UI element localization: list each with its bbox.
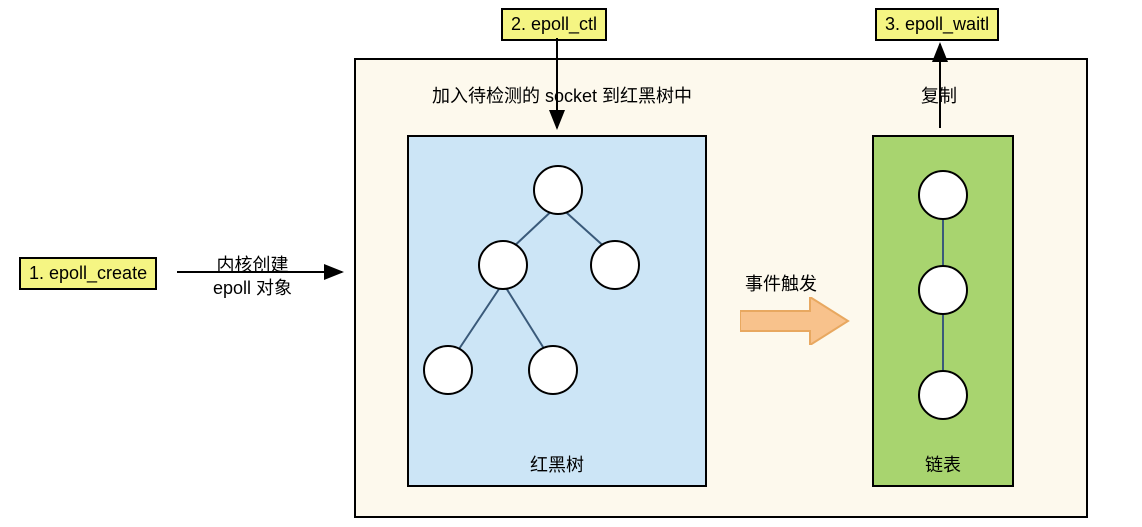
step2-box: 2. epoll_ctl: [501, 8, 607, 41]
add-socket-label: 加入待检测的 socket 到红黑树中: [432, 86, 692, 106]
tree-node: [478, 240, 528, 290]
list-node: [918, 370, 968, 420]
step1-box: 1. epoll_create: [19, 257, 157, 290]
linkedlist-caption: 链表: [874, 451, 1012, 477]
kernel-create-line1: 内核创建: [217, 255, 289, 275]
list-node: [918, 265, 968, 315]
rbtree-label: 红黑树: [530, 455, 584, 475]
list-node: [918, 170, 968, 220]
tree-node: [528, 345, 578, 395]
add-socket-text: 加入待检测的 socket 到红黑树中: [432, 82, 692, 108]
copy-text: 复制: [921, 82, 957, 108]
rbtree-caption: 红黑树: [409, 451, 705, 477]
tree-node: [533, 165, 583, 215]
event-arrow: [740, 297, 850, 345]
event-trigger-label: 事件触发: [745, 274, 817, 294]
copy-label: 复制: [921, 86, 957, 106]
step3-label: 3. epoll_waitl: [885, 14, 989, 34]
kernel-create-text: 内核创建 epoll 对象: [213, 254, 292, 301]
kernel-create-line2: epoll 对象: [213, 278, 292, 298]
tree-node: [423, 345, 473, 395]
linkedlist-label: 链表: [925, 455, 961, 475]
step1-label: 1. epoll_create: [29, 263, 147, 283]
tree-node: [590, 240, 640, 290]
event-arrow-shape: [740, 297, 848, 345]
step2-label: 2. epoll_ctl: [511, 14, 597, 34]
event-trigger-text: 事件触发: [745, 270, 817, 296]
step3-box: 3. epoll_waitl: [875, 8, 999, 41]
